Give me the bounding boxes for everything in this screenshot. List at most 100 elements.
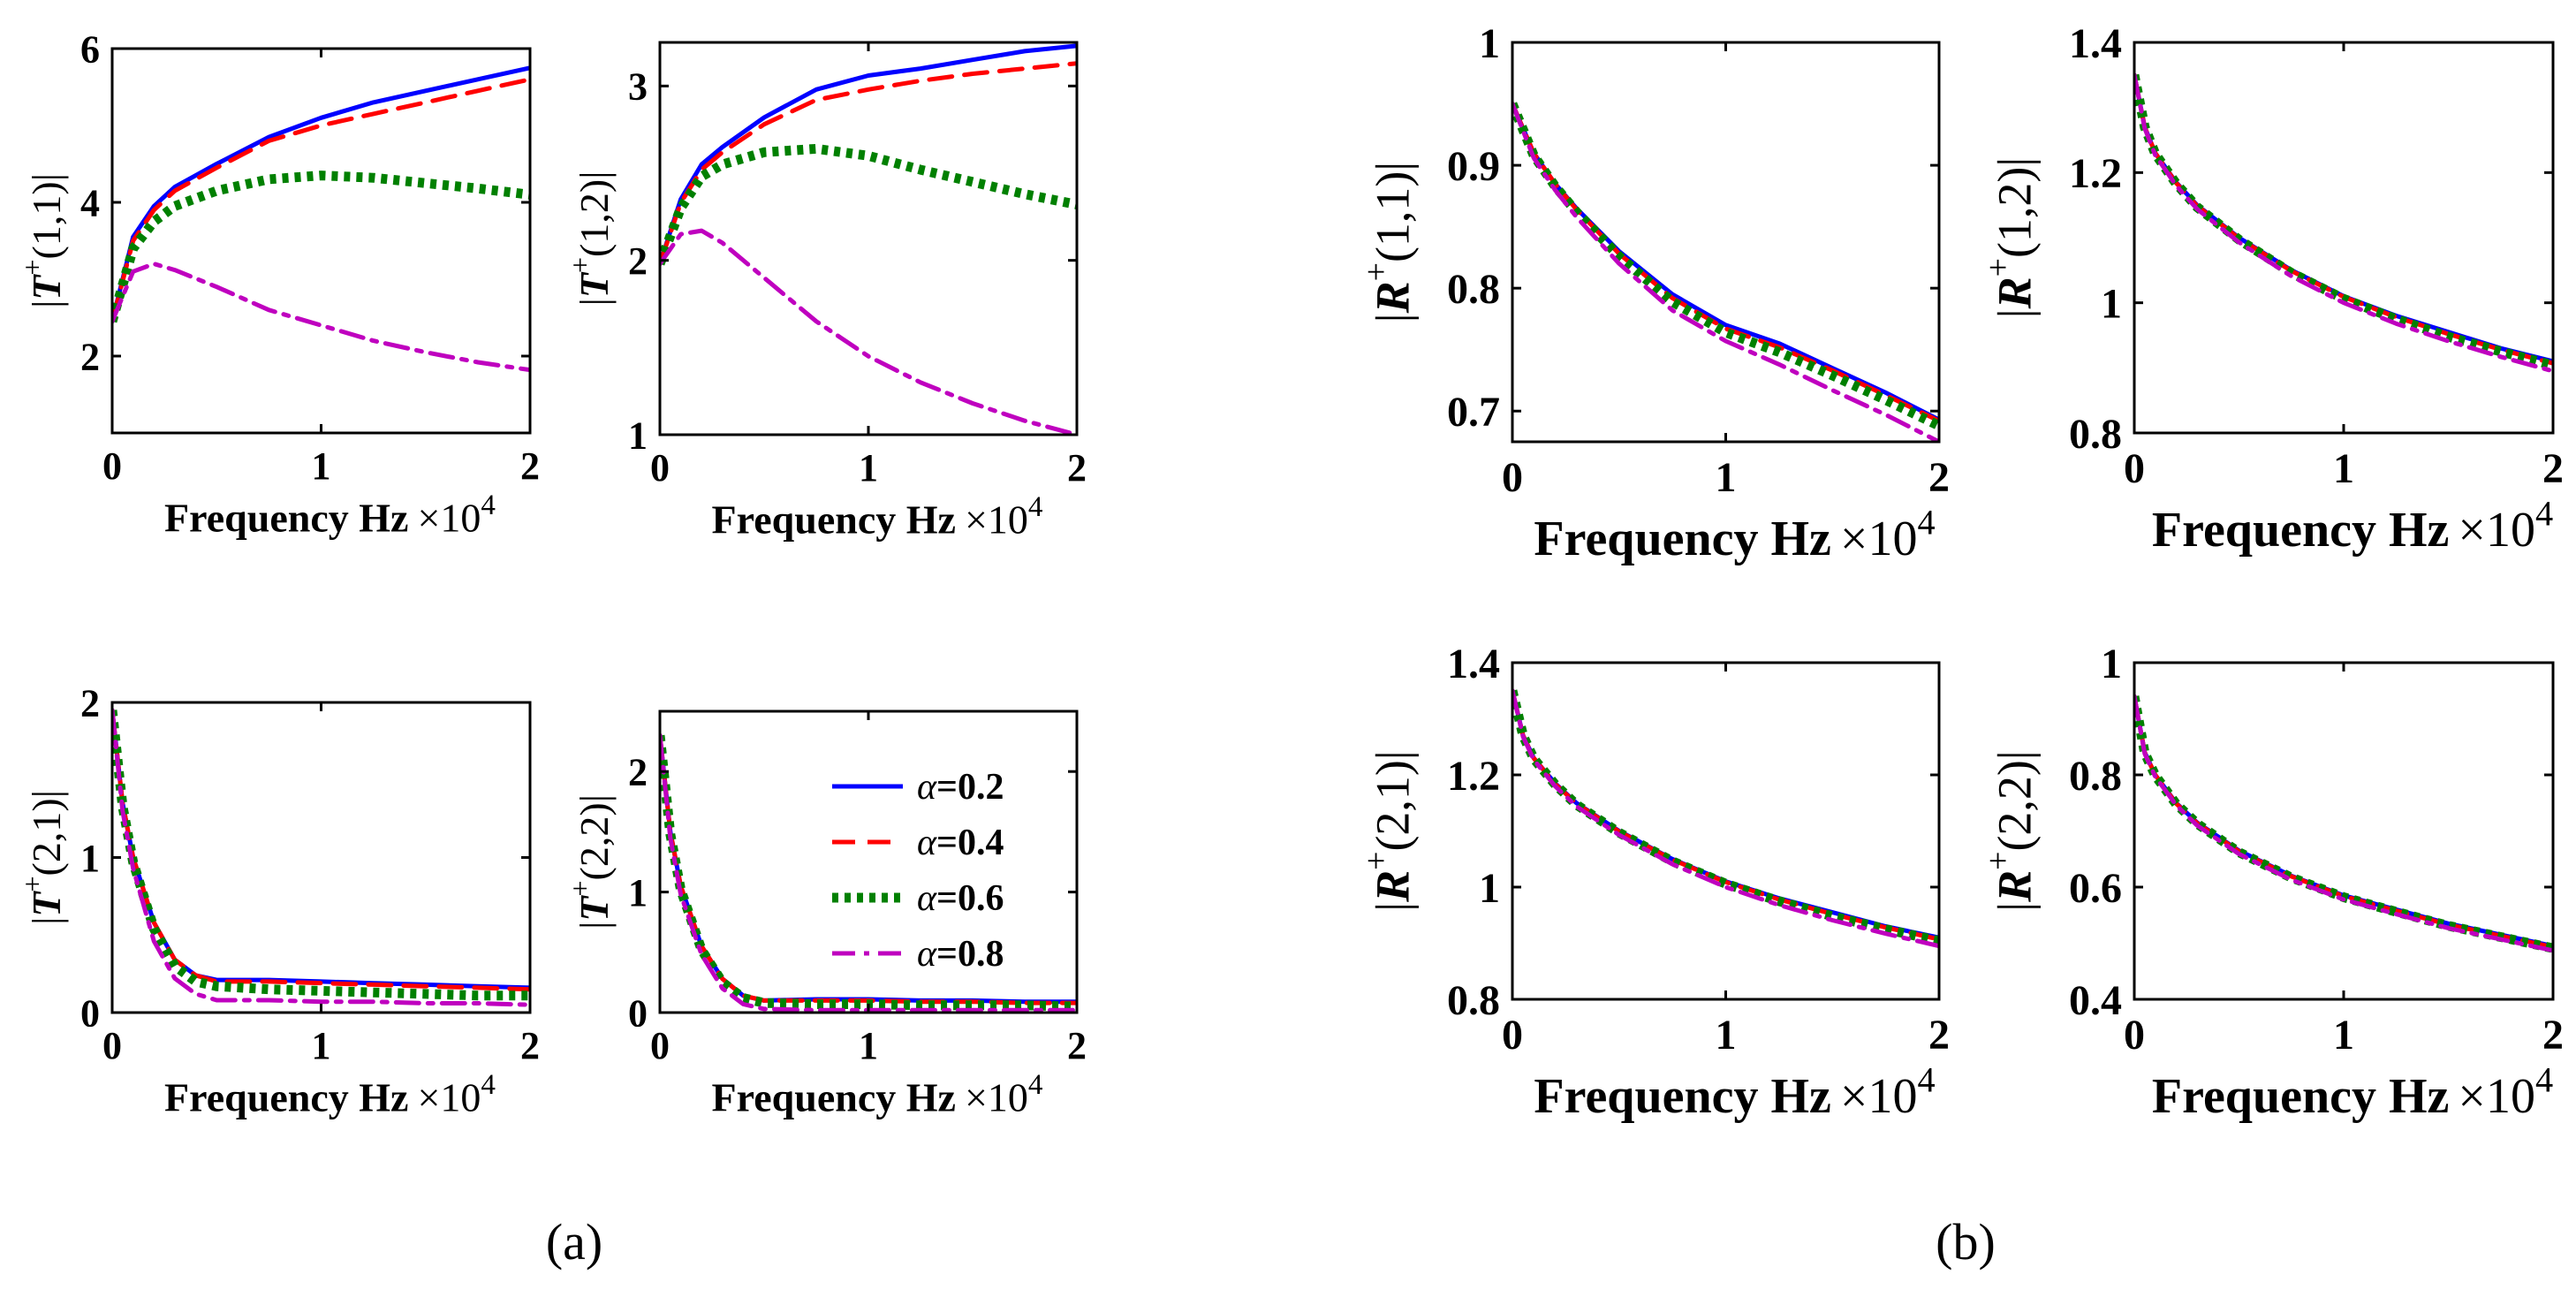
x-axis-multiplier-T12: ×10 — [965, 497, 1028, 543]
legend-value-1: =0.4 — [936, 823, 1004, 863]
series-line-T21-2 — [112, 710, 530, 1001]
y-axis-label-T11: |T+(1,1)| — [16, 173, 69, 308]
x-tick-label-R22-2: 2 — [2542, 1012, 2564, 1059]
series-line-R12-3 — [2134, 72, 2553, 374]
y-label-bar: | — [24, 300, 69, 308]
y-tick-label-T12-2: 3 — [628, 65, 648, 109]
legend-greek-1: α — [917, 823, 937, 863]
y-label-bar-end: | — [1989, 157, 2042, 167]
legend-label-1: α=0.4 — [917, 823, 1004, 863]
y-tick-label-T21-2: 2 — [80, 681, 100, 725]
axes-frame-R12 — [2133, 41, 2555, 435]
legend-value-2: =0.6 — [936, 878, 1004, 919]
y-label-args: (2,2) — [1989, 760, 2042, 851]
x-axis-title-R11: Frequency Hz — [1534, 512, 1830, 566]
y-label-args: (1,2) — [572, 179, 617, 257]
x-axis-multiplier-T21: ×10 — [417, 1075, 481, 1120]
y-tick-label-T11-0: 2 — [80, 335, 100, 378]
y-label-sup: + — [1980, 258, 2017, 277]
series-line-R21-1 — [1512, 688, 1939, 942]
x-tick-label-T22-1: 1 — [859, 1024, 878, 1067]
series-line-T12-2 — [660, 143, 1077, 266]
legend-value-0: =0.2 — [936, 767, 1004, 808]
x-axis-label-R21: Frequency Hz ×104 — [1534, 1059, 1935, 1124]
x-tick-label-R11-2: 2 — [1928, 454, 1950, 501]
x-axis-title-T22: Frequency Hz — [712, 1075, 956, 1120]
legend-value-3: =0.8 — [936, 934, 1004, 975]
axes-frame-R22 — [2133, 661, 2555, 1001]
x-axis-exponent-R11: 4 — [1917, 502, 1935, 542]
axes-frame-T11 — [110, 47, 532, 435]
x-tick-label-T12-0: 0 — [650, 446, 670, 489]
series-line-T21-3 — [112, 708, 530, 1007]
y-tick-label-T22-1: 1 — [628, 871, 648, 914]
y-tick-label-T11-1: 4 — [80, 181, 100, 224]
legend: α=0.2α=0.4α=0.6α=0.8 — [832, 767, 1004, 975]
series-line-R11-0 — [1512, 102, 1939, 422]
x-tick-label-T11-1: 1 — [312, 444, 331, 488]
x-axis-exponent-R12: 4 — [2535, 493, 2553, 533]
x-tick-label-T21-2: 2 — [520, 1024, 540, 1067]
x-tick-label-T11-0: 0 — [102, 444, 122, 488]
y-tick-label-R11-1: 0.8 — [1447, 266, 1500, 313]
x-axis-label-R11: Frequency Hz ×104 — [1534, 502, 1935, 566]
y-label-args: (1,1) — [24, 181, 69, 259]
y-tick-label-R11-0: 0.7 — [1447, 389, 1500, 436]
x-axis-multiplier-R11: ×10 — [1840, 512, 1918, 566]
legend-label-3: α=0.8 — [917, 934, 1004, 975]
y-axis-label-R11: |R+(1,1)| — [1358, 162, 1419, 322]
y-label-letter: T — [24, 274, 69, 300]
x-tick-label-T21-0: 0 — [102, 1024, 122, 1067]
axes-frame-T21 — [110, 701, 532, 1014]
series-line-T11-2 — [112, 171, 530, 323]
y-tick-label-R12-1: 1 — [2101, 280, 2122, 327]
x-axis-title-T21: Frequency Hz — [164, 1075, 408, 1120]
y-label-bar-end: | — [1367, 750, 1420, 760]
y-label-bar: | — [1989, 902, 2042, 912]
x-tick-label-R21-2: 2 — [1928, 1012, 1950, 1059]
y-label-sup: + — [1358, 262, 1395, 281]
y-tick-label-R11-3: 1 — [1479, 20, 1500, 67]
x-axis-exponent-T22: 4 — [1028, 1068, 1043, 1101]
x-tick-label-R21-1: 1 — [1716, 1012, 1737, 1059]
y-tick-label-R12-0: 0.8 — [2069, 411, 2122, 458]
x-axis-title-R21: Frequency Hz — [1534, 1069, 1830, 1124]
series-line-R11-2 — [1512, 102, 1939, 430]
series-line-T21-0 — [112, 708, 530, 990]
series-line-R21-2 — [1512, 689, 1939, 946]
x-axis-multiplier-T22: ×10 — [965, 1075, 1028, 1120]
x-axis-exponent-R22: 4 — [2535, 1059, 2553, 1099]
x-tick-label-R12-2: 2 — [2542, 445, 2564, 492]
y-tick-label-R22-3: 1 — [2101, 641, 2122, 687]
x-tick-label-T22-2: 2 — [1067, 1024, 1087, 1067]
series-line-R12-1 — [2134, 72, 2553, 366]
y-label-letter: T — [24, 891, 69, 917]
y-label-bar: | — [572, 922, 617, 930]
y-label-bar-end: | — [24, 790, 69, 798]
series-line-T12-1 — [660, 61, 1077, 267]
y-tick-label-T22-0: 0 — [628, 991, 648, 1035]
x-axis-title-R12: Frequency Hz — [2152, 503, 2449, 558]
x-axis-label-T12: Frequency Hz ×104 — [712, 490, 1043, 542]
y-tick-label-R22-0: 0.4 — [2069, 977, 2122, 1024]
y-label-letter: R — [1989, 870, 2042, 903]
y-label-sup: + — [564, 257, 595, 273]
series-line-T22-2 — [660, 734, 1077, 1012]
series-line-T11-3 — [112, 262, 530, 373]
y-axis-label-T21: |T+(2,1)| — [16, 790, 69, 925]
y-label-bar: | — [572, 298, 617, 306]
series-line-T11-1 — [112, 77, 530, 324]
x-tick-label-R12-1: 1 — [2333, 445, 2354, 492]
series-line-R11-1 — [1512, 102, 1939, 423]
series-line-T12-0 — [660, 43, 1077, 267]
x-tick-label-T22-0: 0 — [650, 1024, 670, 1067]
y-tick-label-R22-1: 0.6 — [2069, 865, 2122, 912]
y-label-bar: | — [24, 917, 69, 925]
x-axis-label-R12: Frequency Hz ×104 — [2152, 493, 2553, 558]
y-label-bar-end: | — [572, 171, 617, 179]
y-label-args: (2,1) — [24, 798, 69, 876]
